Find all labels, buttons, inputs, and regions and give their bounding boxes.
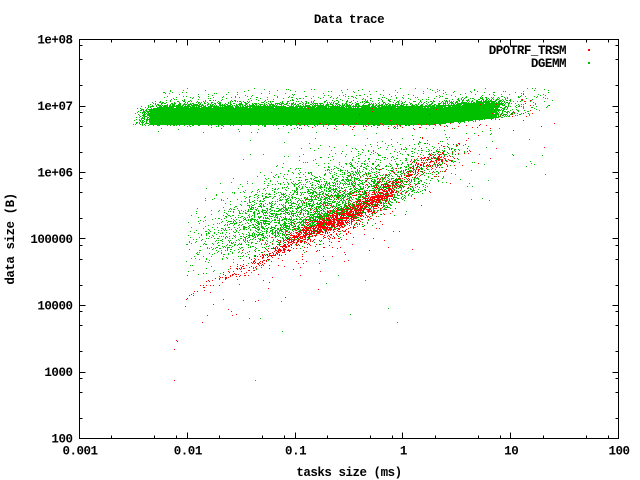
svg-text:100: 100 xyxy=(51,433,72,447)
svg-text:1000: 1000 xyxy=(44,366,72,380)
svg-text:10000: 10000 xyxy=(37,300,72,314)
svg-text:1e+08: 1e+08 xyxy=(37,34,72,48)
svg-text:1e+07: 1e+07 xyxy=(37,100,72,114)
svg-text:0.01: 0.01 xyxy=(174,445,202,459)
svg-text:DGEMM: DGEMM xyxy=(531,57,566,71)
svg-text:0.1: 0.1 xyxy=(285,445,306,459)
svg-text:10: 10 xyxy=(504,445,518,459)
svg-text:100: 100 xyxy=(608,445,629,459)
svg-text:100000: 100000 xyxy=(30,233,72,247)
svg-text:data size (B): data size (B) xyxy=(4,193,18,284)
svg-text:1e+06: 1e+06 xyxy=(37,167,72,181)
svg-text:DPOTRF_TRSM: DPOTRF_TRSM xyxy=(489,44,566,58)
svg-text:tasks size (ms): tasks size (ms) xyxy=(296,466,401,480)
svg-text:1: 1 xyxy=(400,445,407,459)
svg-text:Data trace: Data trace xyxy=(314,13,384,27)
svg-text:0.001: 0.001 xyxy=(62,445,97,459)
